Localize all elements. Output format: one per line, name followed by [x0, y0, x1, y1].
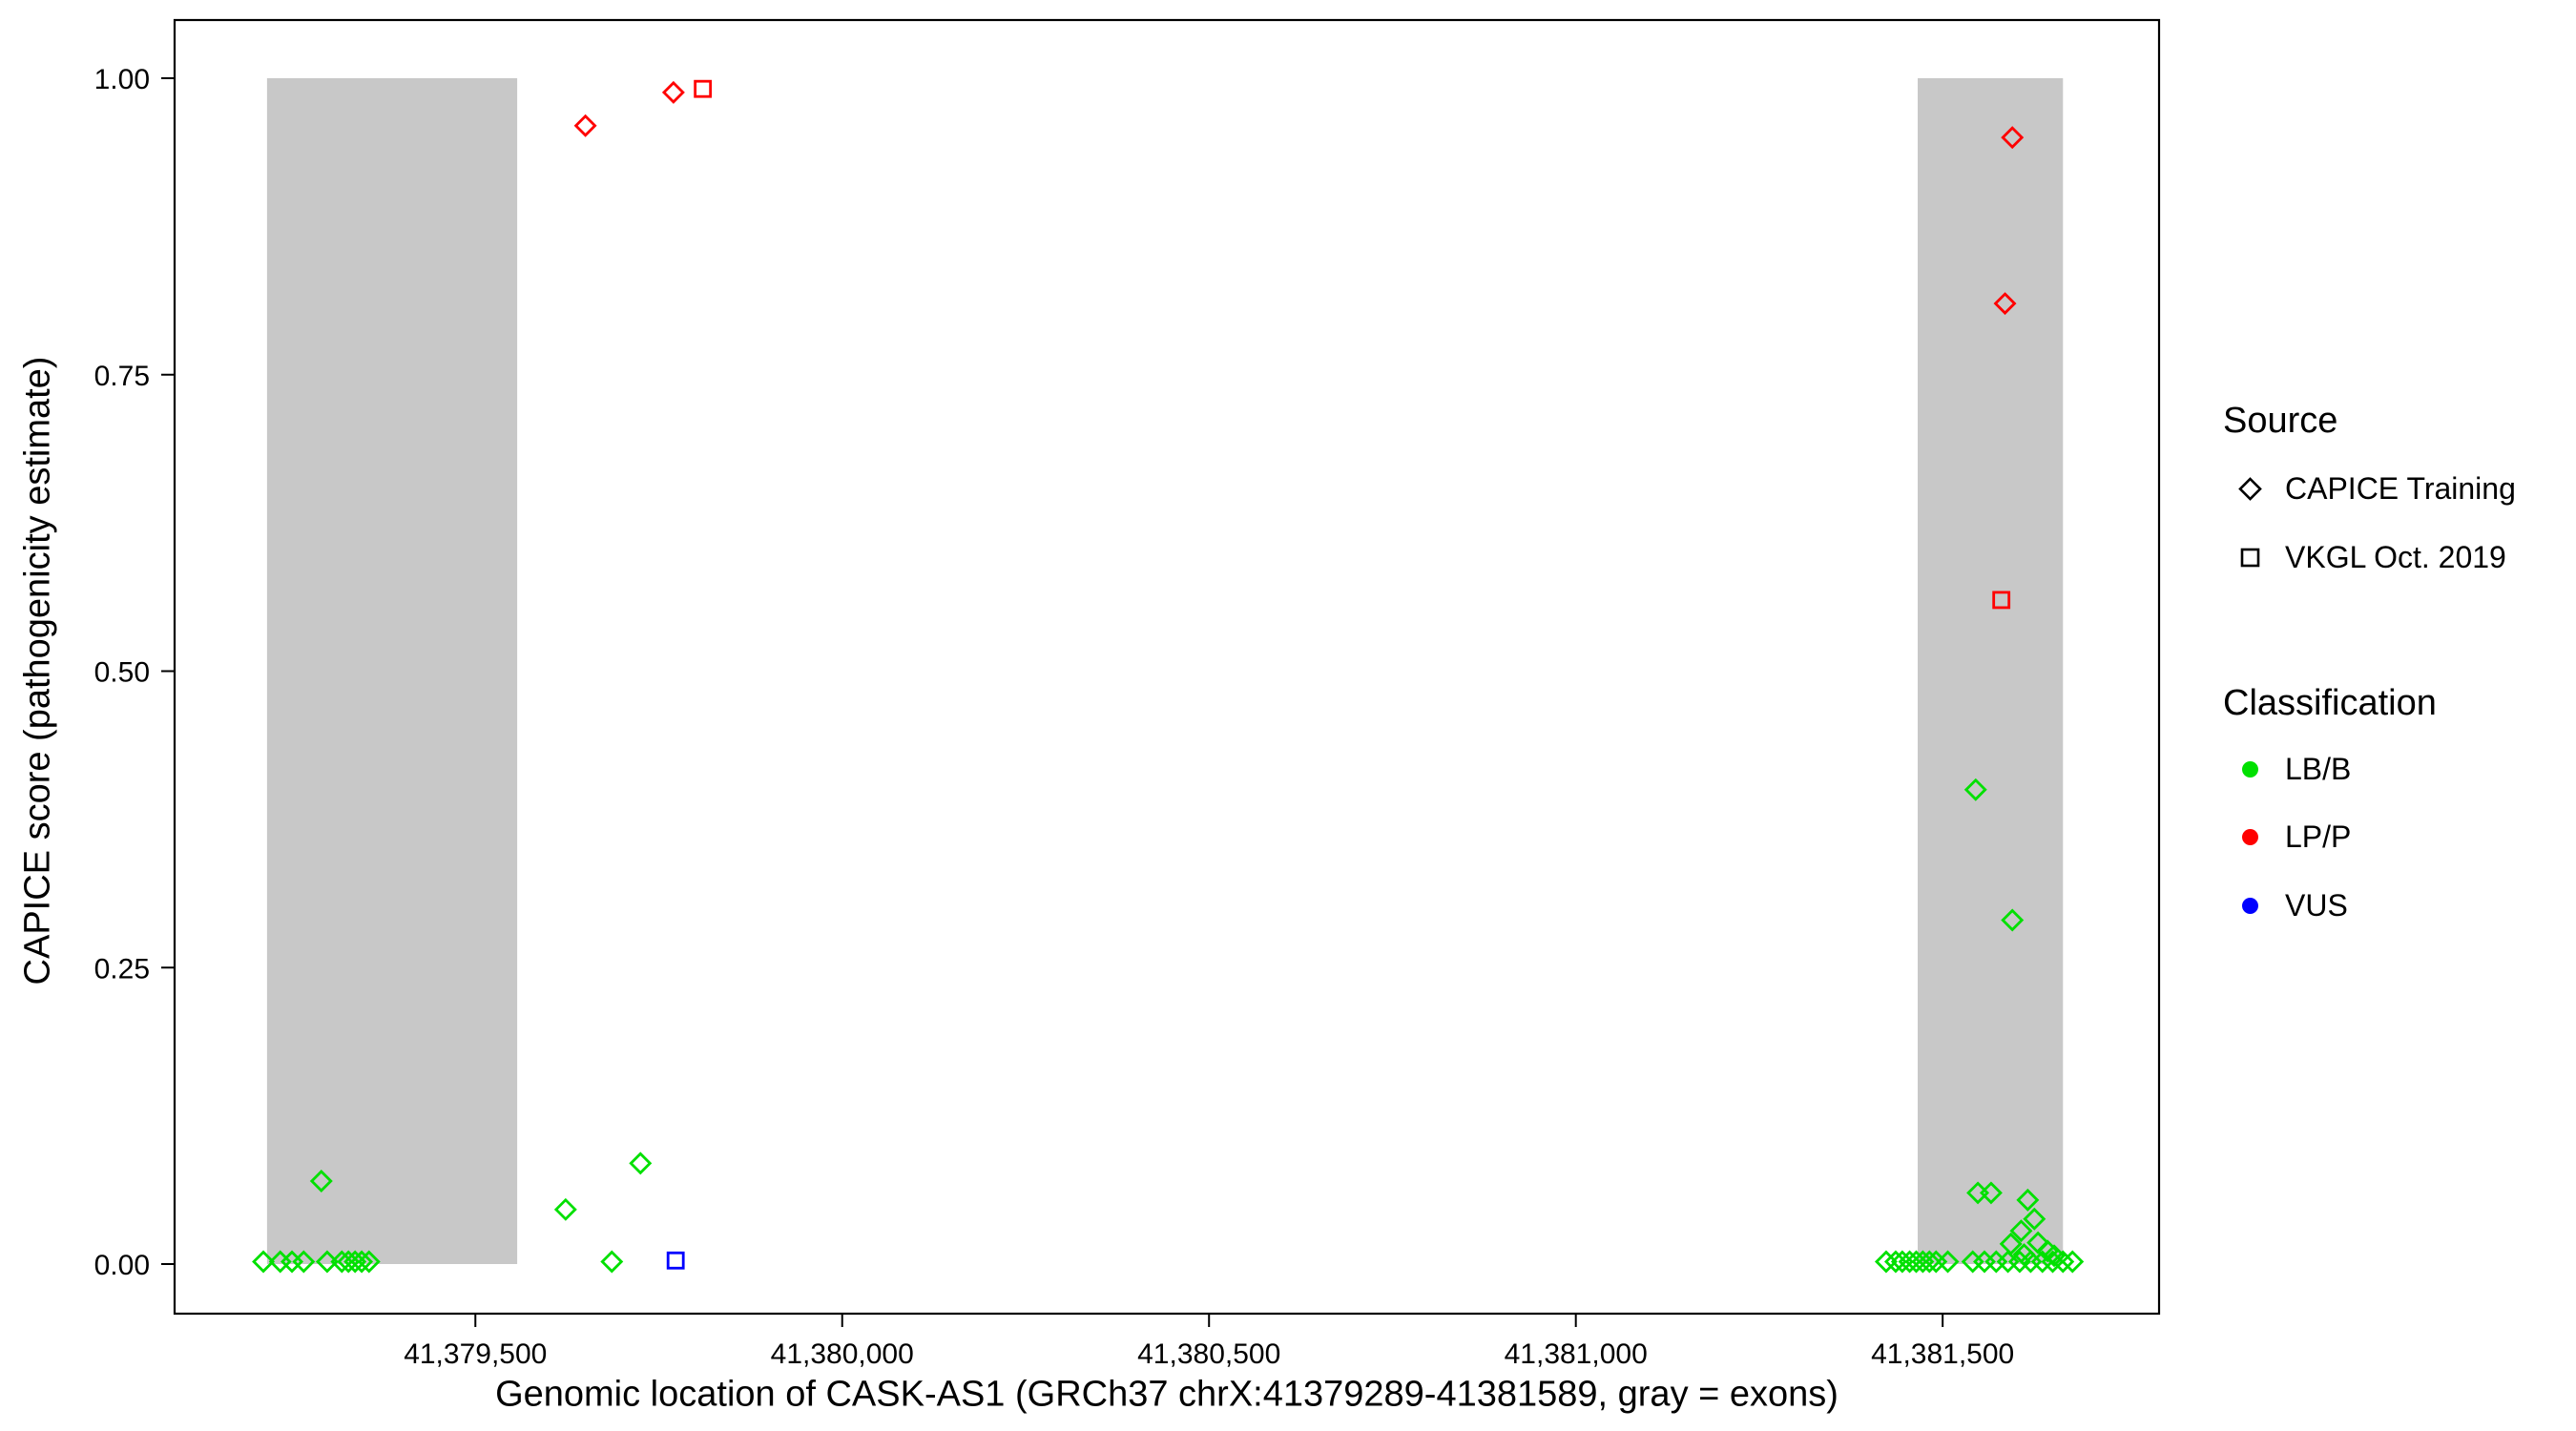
data-point-square — [666, 1251, 685, 1270]
y-axis-title: CAPICE score (pathogenicity estimate) — [17, 356, 58, 985]
data-point-diamond — [2009, 1219, 2033, 1243]
data-point-diamond — [2001, 126, 2025, 150]
y-tick-label: 0.00 — [94, 1250, 150, 1281]
data-point-diamond — [2061, 1250, 2085, 1274]
data-point-diamond — [1993, 292, 2017, 316]
panel-border — [173, 18, 2161, 1316]
data-point-diamond — [573, 114, 597, 137]
exon-region — [1918, 78, 2064, 1264]
data-point-diamond — [357, 1250, 381, 1274]
data-point-diamond — [600, 1250, 624, 1274]
y-tick-label: 0.25 — [94, 953, 150, 985]
y-tick-label: 0.75 — [94, 361, 150, 392]
data-point-diamond — [2030, 1250, 2054, 1274]
data-point-diamond — [2043, 1244, 2067, 1268]
data-point-diamond — [2041, 1250, 2065, 1274]
data-point-diamond — [1979, 1181, 2003, 1205]
x-tick-label: 41,381,000 — [1505, 1338, 1648, 1370]
data-point-diamond — [309, 1170, 333, 1192]
data-point-diamond — [629, 1151, 653, 1175]
x-axis-title: Genomic location of CASK-AS1 (GRCh37 chr… — [495, 1374, 1839, 1415]
exon-region — [266, 78, 518, 1264]
data-point-diamond — [315, 1250, 339, 1274]
data-point-diamond — [2023, 1207, 2046, 1231]
data-point-diamond — [2001, 908, 2025, 932]
x-tick-label: 41,379,500 — [404, 1338, 547, 1370]
data-point-diamond — [553, 1197, 577, 1221]
data-point-diamond — [1963, 778, 1987, 801]
x-tick-label: 41,380,000 — [771, 1338, 914, 1370]
data-point-diamond — [661, 80, 685, 104]
data-point-diamond — [1898, 1250, 1922, 1274]
y-tick-label: 0.50 — [94, 657, 150, 689]
data-point-diamond — [350, 1250, 374, 1274]
data-point-square — [694, 79, 713, 98]
data-point-diamond — [2016, 1188, 2040, 1212]
data-point-diamond — [2051, 1250, 2075, 1274]
data-point-diamond — [292, 1250, 316, 1274]
data-point-diamond — [1918, 1250, 1942, 1274]
x-tick-label: 41,381,500 — [1871, 1338, 2014, 1370]
data-point-diamond — [252, 1250, 276, 1274]
data-point-square — [1992, 591, 2011, 610]
data-point-diamond — [1874, 1250, 1898, 1274]
y-tick-label: 1.00 — [94, 64, 150, 95]
data-point-diamond — [1936, 1250, 1960, 1274]
x-tick-label: 41,380,500 — [1137, 1338, 1280, 1370]
